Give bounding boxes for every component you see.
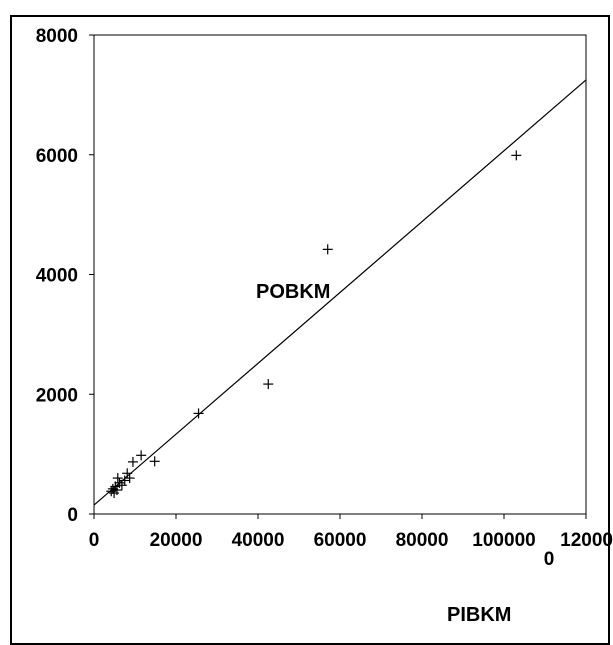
- regression-line: [94, 80, 586, 505]
- x-tick-label-line: 100000: [472, 530, 535, 551]
- scatter-chart: 0 2000 4000 6000 8000 0 20000 40000 60000 80000 1…: [0, 0, 613, 627]
- x-axis: 0 20000 40000 60000 80000 100000 12000 0: [89, 514, 613, 570]
- plot-area-border: [94, 35, 586, 514]
- x-tick-label: 100000: [472, 530, 535, 551]
- y-tick-label: 8000: [36, 26, 78, 47]
- y-tick-label: 6000: [36, 146, 78, 167]
- x-tick-label: 0: [89, 530, 100, 551]
- y-axis: 0 2000 4000 6000 8000: [36, 26, 94, 526]
- data-point: [120, 475, 130, 485]
- x-tick-label: 20000: [150, 530, 203, 551]
- data-point: [136, 450, 146, 460]
- data-point: [263, 379, 273, 389]
- x-axis-label: PIBKM: [447, 604, 511, 626]
- x-tick-label-line: 40000: [232, 530, 285, 551]
- x-tick-label: 60000: [314, 530, 367, 551]
- data-points: [106, 150, 521, 498]
- data-point: [511, 150, 521, 160]
- x-tick-label: 80000: [396, 530, 449, 551]
- y-tick-label: 4000: [36, 266, 78, 287]
- x-tick-label-line: 60000: [314, 530, 367, 551]
- data-point: [122, 468, 132, 478]
- y-tick-label: 0: [67, 505, 78, 526]
- x-tick-label-line: 12000: [560, 530, 613, 551]
- x-tick-label-line: 20000: [150, 530, 203, 551]
- x-tick-label-line: 80000: [396, 530, 449, 551]
- data-point: [128, 457, 138, 467]
- data-point: [125, 473, 135, 483]
- x-tick-label: 40000: [232, 530, 285, 551]
- x-tick-label-line: 0: [89, 530, 100, 551]
- x-tick-label-line: 0: [544, 549, 555, 570]
- y-tick-label: 2000: [36, 385, 78, 406]
- y-axis-label: POBKM: [256, 281, 330, 303]
- data-point: [150, 456, 160, 466]
- data-point: [194, 408, 204, 418]
- data-point: [323, 244, 333, 254]
- x-tick-label: 12000 0: [544, 530, 613, 570]
